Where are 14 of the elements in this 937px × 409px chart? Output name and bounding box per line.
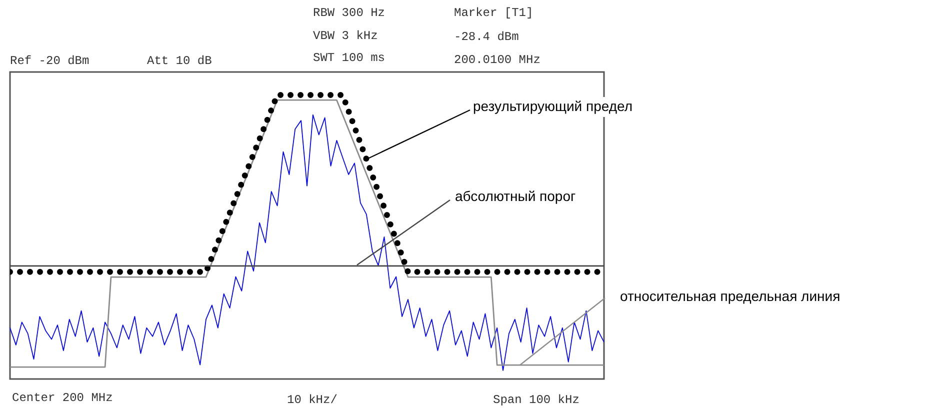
text: Center 200 MHz xyxy=(12,391,113,405)
text: 200.0100 MHz xyxy=(454,53,540,67)
text: 10 kHz/ xyxy=(287,393,338,407)
text: Att 10 dB xyxy=(147,54,212,68)
ref-line-label: абсолютный порог xyxy=(455,188,576,204)
text: Span 100 kHz xyxy=(493,393,580,407)
text: RBW 300 Hz xyxy=(313,6,386,20)
text: Ref -20 dBm xyxy=(10,54,90,68)
text: Marker [T1] xyxy=(454,6,534,20)
text: VBW 3 kHz xyxy=(313,29,378,43)
text: -28.4 dBm xyxy=(454,30,519,44)
text: SWT 100 ms xyxy=(313,51,386,65)
text: относительная предельная линия xyxy=(620,288,840,304)
annotation: результирующий предел xyxy=(473,98,633,114)
